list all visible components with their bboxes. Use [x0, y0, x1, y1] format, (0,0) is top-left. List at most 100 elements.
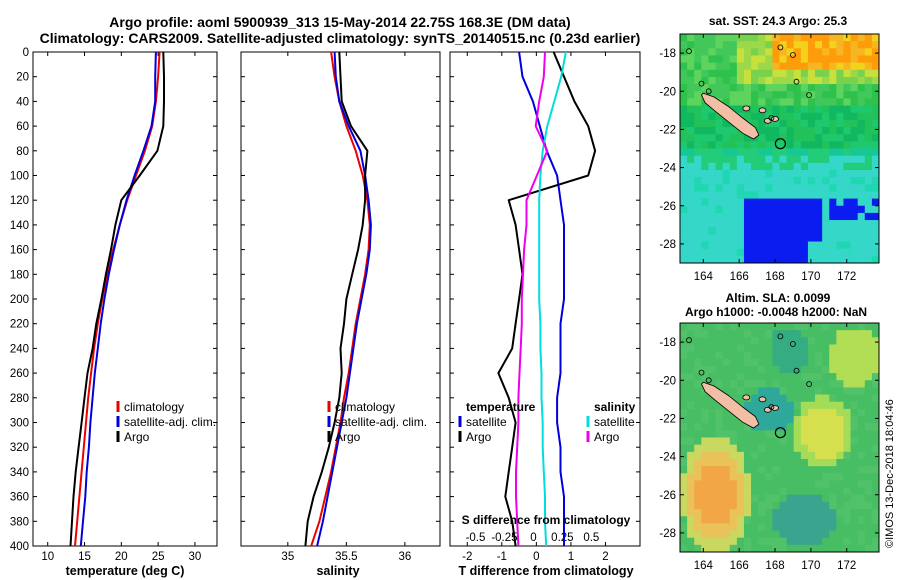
map-cell — [836, 234, 844, 242]
map-cell — [708, 530, 716, 538]
map-cell — [822, 205, 830, 214]
map-cell — [843, 112, 851, 121]
map-cell — [772, 516, 780, 524]
map-cell — [871, 198, 880, 207]
map-cell — [680, 451, 688, 460]
map-cell — [722, 84, 731, 92]
map-cell — [708, 127, 716, 135]
map-cell — [807, 351, 816, 360]
map-cell — [694, 169, 702, 178]
map-cell — [772, 466, 780, 474]
map-cell — [815, 220, 823, 228]
map-cell — [800, 212, 809, 221]
map-cell — [822, 373, 830, 381]
map-cell — [758, 423, 766, 431]
map-cell — [736, 227, 745, 235]
map-cell — [815, 337, 823, 345]
map-cell — [807, 198, 816, 207]
map-cell — [822, 241, 830, 249]
map-cell — [729, 480, 738, 488]
map-cell — [836, 337, 844, 345]
map-cell — [779, 234, 787, 242]
map-cell — [751, 162, 759, 171]
map-cell — [772, 162, 780, 171]
map-cell — [751, 69, 759, 78]
map-cell — [843, 134, 851, 142]
map-cell — [751, 458, 759, 467]
map-cell — [843, 220, 851, 228]
map-cell — [807, 134, 816, 142]
map-cell — [829, 212, 837, 221]
map-cell — [751, 387, 759, 395]
map-cell — [822, 544, 830, 553]
map-cell — [779, 255, 787, 264]
map-cell — [850, 437, 858, 445]
map-cell — [871, 41, 880, 49]
map-cell — [772, 198, 780, 207]
map-cell — [758, 323, 766, 331]
map-cell — [850, 430, 858, 438]
map-cell — [758, 227, 766, 235]
map-cell — [736, 501, 745, 510]
map-cell — [871, 330, 880, 338]
map-cell — [864, 530, 873, 538]
map-cell — [850, 177, 858, 185]
map-cell — [758, 523, 766, 531]
map-cell — [800, 69, 809, 78]
map-cell — [687, 501, 695, 510]
map-cell — [708, 394, 716, 403]
map-cell — [680, 351, 688, 360]
map-cell — [687, 387, 695, 395]
salinity-panel: 35 35.5 36 salinity climatology satellite-… — [240, 51, 441, 578]
map-cell — [786, 127, 795, 135]
map-cell — [822, 155, 830, 164]
map-cell — [850, 134, 858, 142]
y-tick-label: 300 — [10, 418, 29, 430]
map-cell — [815, 148, 823, 156]
map-cell — [708, 323, 716, 331]
map-cell — [864, 169, 873, 178]
map-cell — [779, 184, 787, 192]
map-cell — [829, 69, 837, 78]
map-cell — [708, 169, 716, 178]
map-cell — [822, 358, 830, 367]
map-cell — [864, 416, 873, 424]
map-cell — [729, 198, 738, 207]
map-cell — [793, 523, 802, 531]
map-cell — [772, 501, 780, 510]
map-cell — [708, 423, 716, 431]
map-cell — [779, 458, 787, 467]
map-cell — [694, 373, 702, 381]
map-cell — [779, 220, 787, 228]
map-y-tick-label: -28 — [659, 528, 676, 540]
map-cell — [687, 141, 695, 149]
map-cell — [793, 234, 802, 242]
map-cell — [793, 380, 802, 388]
map-cell — [722, 437, 731, 445]
map-cell — [680, 544, 688, 553]
map-cell — [836, 241, 844, 249]
map-cell — [871, 255, 880, 264]
map-cell — [857, 501, 866, 510]
map-cell — [680, 466, 688, 474]
map-cell — [680, 530, 688, 538]
series-temperature-Argo — [497, 51, 597, 547]
map-cell — [743, 255, 752, 264]
map-cell — [800, 41, 809, 49]
map-cell — [772, 444, 780, 453]
map-cell — [758, 401, 766, 410]
map-cell — [843, 155, 851, 164]
map-cell — [871, 501, 880, 510]
y-tick-label: 80 — [16, 146, 29, 158]
map-cell — [786, 480, 795, 488]
map-cell — [694, 416, 702, 424]
map-cell — [694, 337, 702, 345]
island — [758, 107, 767, 114]
map-cell — [758, 501, 766, 510]
map-cell — [793, 241, 802, 249]
map-cell — [822, 234, 830, 242]
map-cell — [687, 337, 695, 345]
map-cell — [829, 191, 837, 199]
map-cell — [871, 537, 880, 546]
